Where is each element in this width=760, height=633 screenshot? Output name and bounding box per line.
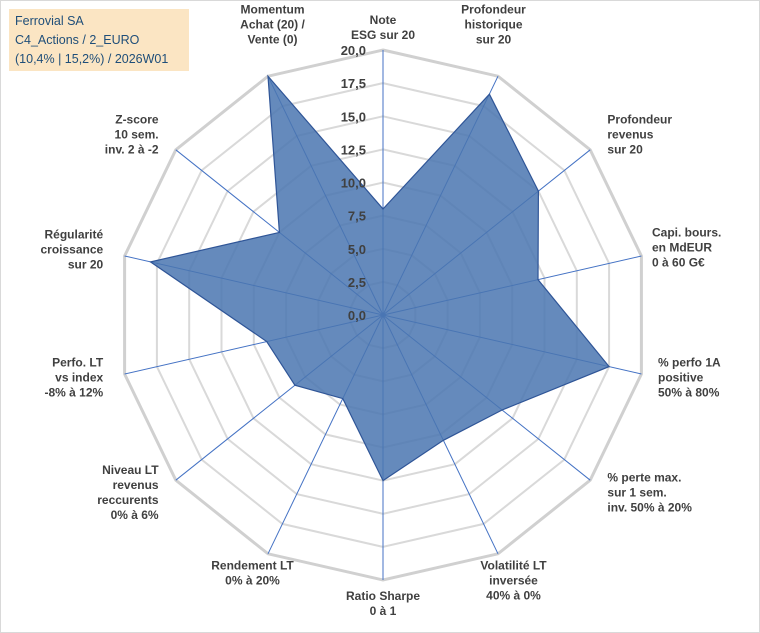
category-labels: Note ESG sur 20 Profondeur historique sur 20… <box>40 2 721 618</box>
radial-tick-labels: 0,0 2,5 5,0 7,5 10,0 12,5 15,0 17,5 20,0 <box>341 43 366 323</box>
tick-label: 10,0 <box>341 176 366 191</box>
title-performance: (10,4% | 15,2%) / 2026W01 <box>15 52 169 66</box>
category-label-text: Momentum Achat (20) / Vente (0) <box>240 2 305 46</box>
tick-label: 5,0 <box>348 242 366 257</box>
category-label: Z-score 10 sem. inv. 2 à -2 <box>105 113 159 157</box>
tick-label: 20,0 <box>341 43 366 58</box>
category-label: Momentum Achat (20) / Vente (0) <box>240 2 305 46</box>
category-label-text: Profondeur historique sur 20 <box>461 2 526 46</box>
tick-label: 12,5 <box>341 142 366 157</box>
category-label-text: % perfo 1A positive 50% à 80% <box>658 355 721 399</box>
category-label: Volatilité LT inversée 40% à 0% <box>480 559 547 603</box>
category-label: Niveau LT revenus reccurents 0% à 6% <box>97 463 159 522</box>
category-label: Ratio Sharpe 0 à 1 <box>346 589 420 618</box>
category-label: % perte max. sur 1 sem. inv. 50% à 20% <box>607 470 692 514</box>
series-area <box>149 74 611 482</box>
title-box: Ferrovial SA C4_Actions / 2_EURO (10,4% … <box>9 9 189 71</box>
category-label: Perfo. LT vs index -8% à 12% <box>44 355 103 399</box>
tick-label: 17,5 <box>341 76 366 91</box>
category-label: Capi. bours. en MdEUR 0 à 60 G€ <box>652 226 721 270</box>
category-label-text: Régularité croissance sur 20 <box>40 228 103 272</box>
radar-series <box>149 74 611 482</box>
category-label-text: Niveau LT revenus reccurents 0% à 6% <box>97 463 159 522</box>
category-label-text: % perte max. sur 1 sem. inv. 50% à 20% <box>607 470 692 514</box>
tick-label: 7,5 <box>348 209 366 224</box>
category-label: Régularité croissance sur 20 <box>40 228 103 272</box>
category-label-text: Perfo. LT vs index -8% à 12% <box>44 355 103 399</box>
category-label-text: Rendement LT 0% à 20% <box>211 559 294 588</box>
tick-label: 0,0 <box>348 308 366 323</box>
category-label: % perfo 1A positive 50% à 80% <box>658 355 721 399</box>
category-label-text: Note ESG sur 20 <box>351 13 415 42</box>
tick-label: 2,5 <box>348 275 366 290</box>
category-label-text: Ratio Sharpe 0 à 1 <box>346 589 420 618</box>
tick-label: 15,0 <box>341 109 366 124</box>
category-label-text: Z-score 10 sem. inv. 2 à -2 <box>105 113 159 157</box>
category-label: Profondeur historique sur 20 <box>461 2 526 46</box>
category-label: Note ESG sur 20 <box>351 13 415 42</box>
title-company: Ferrovial SA <box>15 14 84 28</box>
category-label: Profondeur revenus sur 20 <box>607 113 672 157</box>
category-label: Rendement LT 0% à 20% <box>211 559 294 588</box>
title-category: C4_Actions / 2_EURO <box>15 33 140 47</box>
category-label-text: Volatilité LT inversée 40% à 0% <box>480 559 547 603</box>
category-label-text: Profondeur revenus sur 20 <box>607 113 672 157</box>
category-label-text: Capi. bours. en MdEUR 0 à 60 G€ <box>652 226 721 270</box>
